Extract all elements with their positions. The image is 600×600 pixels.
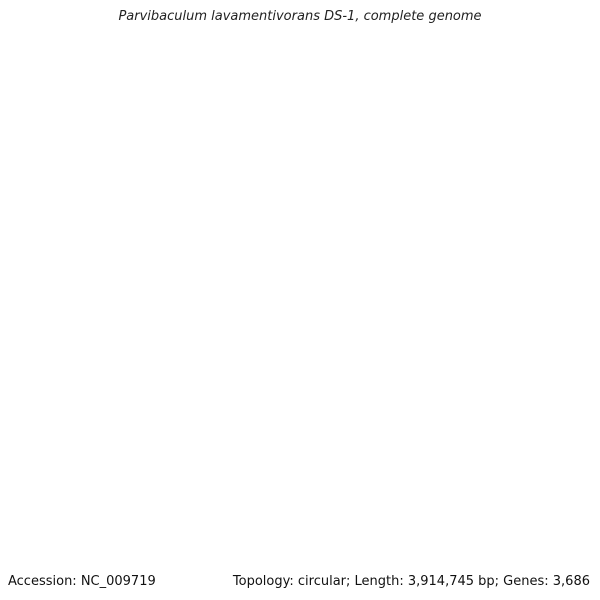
accession-text: Accession: NC_009719: [8, 574, 156, 589]
topology-summary: Topology: circular; Length: 3,914,745 bp…: [232, 574, 590, 589]
map-title: Parvibaculum lavamentivorans DS-1, compl…: [118, 9, 482, 24]
